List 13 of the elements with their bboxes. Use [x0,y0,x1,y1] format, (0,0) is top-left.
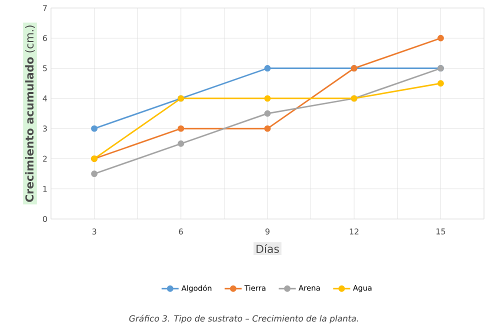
point [178,125,184,132]
point [178,140,184,147]
point [91,125,98,132]
point [264,95,271,102]
x-axis-title: Días [256,244,279,253]
point [264,110,271,117]
y-axis-title: Crecimiento acumulado (cm.) [25,26,35,202]
point [437,34,444,42]
point [91,170,98,178]
point [264,125,271,132]
text: Gráfico 3. Tipo de sustrato – Crecimiento de la planta. [129,314,358,324]
point [264,65,271,72]
point [437,80,444,87]
